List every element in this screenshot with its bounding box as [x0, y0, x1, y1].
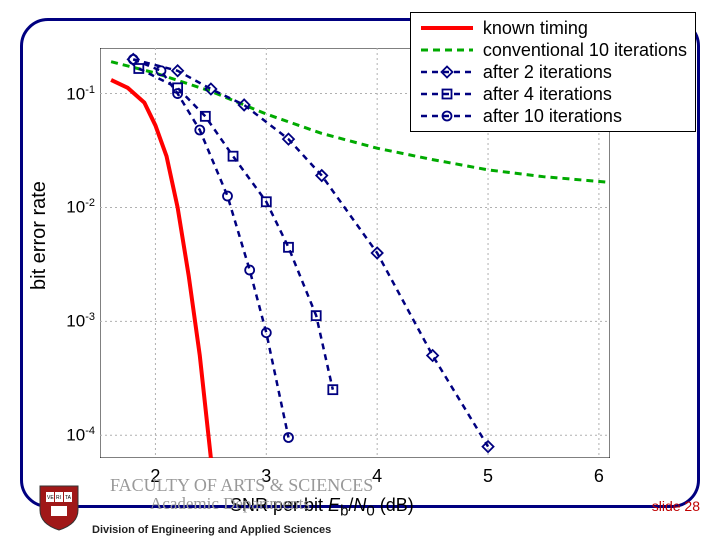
y-tick: 10-3 — [45, 311, 95, 332]
y-tick: 10-2 — [45, 197, 95, 218]
legend-label: known timing — [483, 18, 588, 39]
legend-label: after 4 iterations — [483, 84, 612, 105]
harvard-seal-icon: VE RI TA — [38, 482, 80, 532]
y-tick: 10-1 — [45, 84, 95, 105]
x-tick: 4 — [372, 466, 382, 487]
x-tick: 6 — [594, 466, 604, 487]
legend-label: conventional 10 iterations — [483, 40, 687, 61]
legend-item: after 2 iterations — [419, 61, 687, 83]
legend-label: after 2 iterations — [483, 62, 612, 83]
svg-text:VE: VE — [47, 495, 54, 501]
x-tick: 5 — [483, 466, 493, 487]
footer-faculty: FACULTY OF ARTS & SCIENCES — [110, 475, 373, 496]
svg-text:RI: RI — [56, 495, 61, 501]
legend-label: after 10 iterations — [483, 106, 622, 127]
svg-text:TA: TA — [65, 495, 72, 501]
legend-item: conventional 10 iterations — [419, 39, 687, 61]
legend-item: after 4 iterations — [419, 83, 687, 105]
footer-division: Division of Engineering and Applied Scie… — [92, 524, 331, 536]
slide-number: slide 28 — [652, 498, 700, 514]
footer-dept: Academic Departments — [150, 494, 310, 514]
legend-item: known timing — [419, 17, 687, 39]
legend: known timingconventional 10 iterationsaf… — [410, 12, 696, 132]
legend-item: after 10 iterations — [419, 105, 687, 127]
y-tick: 10-4 — [45, 425, 95, 446]
